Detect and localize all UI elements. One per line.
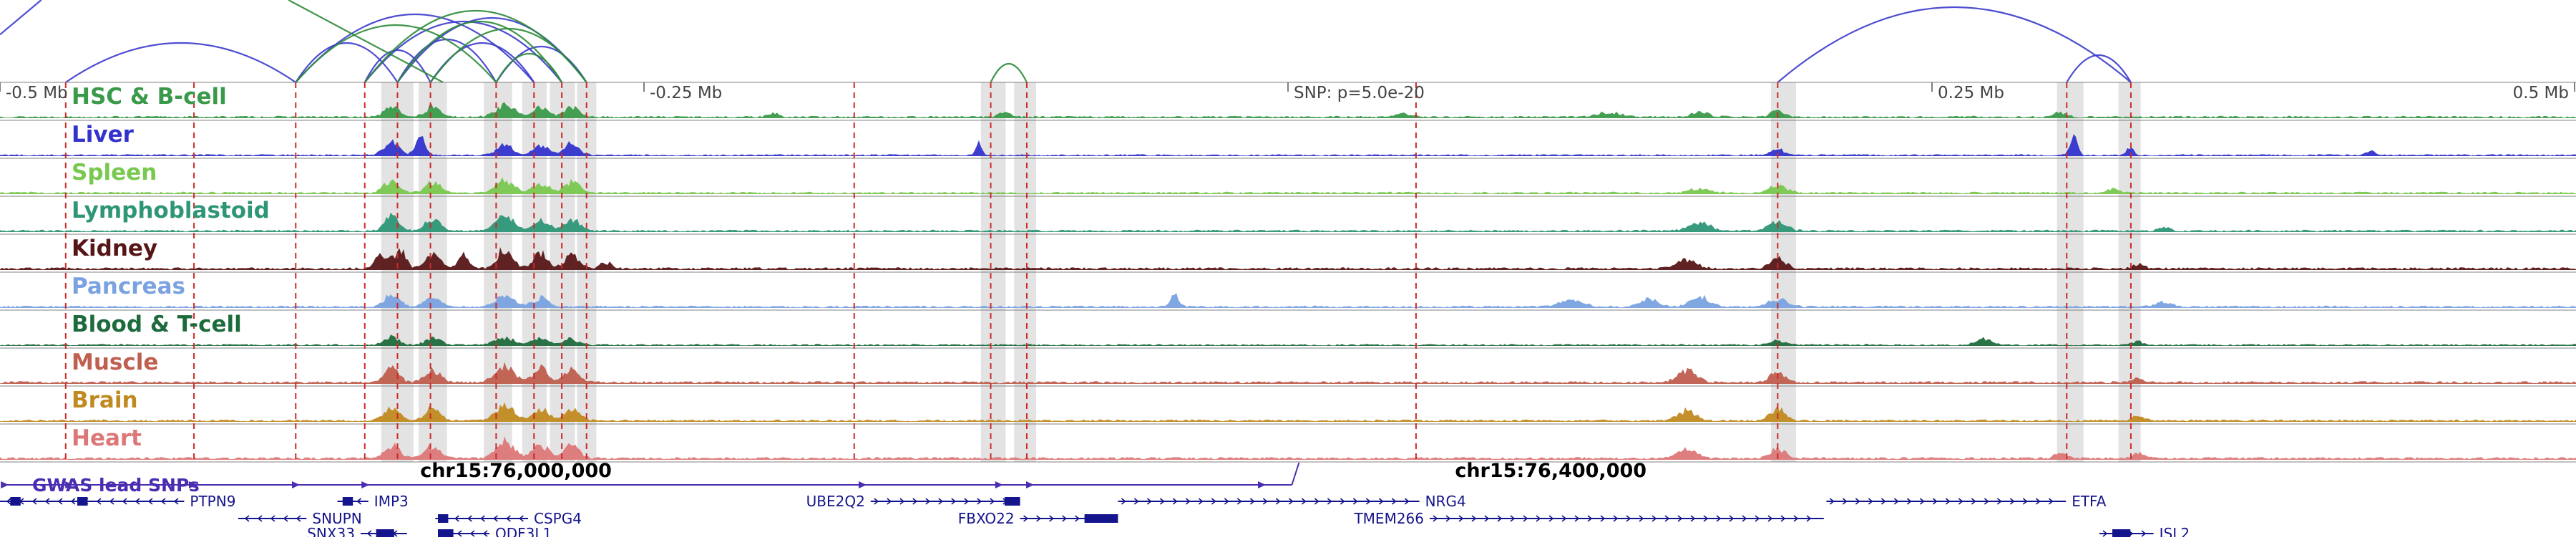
interaction-arc bbox=[2066, 54, 2132, 83]
coordinate-label: chr15:76,400,000 bbox=[1455, 460, 1646, 482]
interaction-arc-clipped bbox=[288, 0, 444, 83]
gene-strand-arrows-tmem266 bbox=[1433, 515, 1812, 522]
ruler-label: 0.5 Mb bbox=[2513, 84, 2569, 102]
gene-label-etfa: ETFA bbox=[2072, 493, 2107, 510]
gwas-snp-marker bbox=[859, 481, 867, 488]
interaction-arc bbox=[65, 42, 296, 83]
track-label-muscle: Muscle bbox=[72, 349, 158, 375]
gene-strand-arrows-etfa bbox=[1829, 498, 2054, 505]
gene-exon-ptpn9 bbox=[77, 497, 88, 506]
ruler-label: SNP: p=5.0e-20 bbox=[1294, 84, 1425, 102]
gene-strand-arrows-fbxo22 bbox=[1023, 515, 1106, 522]
gene-exon-odf3l1 bbox=[438, 529, 454, 538]
gene-strand-arrows-nrg4 bbox=[1121, 498, 1410, 505]
gene-exon-cspg4 bbox=[438, 514, 449, 523]
gwas-snp-riser bbox=[1291, 462, 1300, 486]
gwas-lead-snps-label: GWAS lead SNPs bbox=[32, 475, 200, 496]
signal-track-heart bbox=[0, 436, 2576, 460]
gene-label-isl2: ISL2 bbox=[2160, 525, 2190, 537]
track-label-kidney: Kidney bbox=[72, 236, 157, 261]
gwas-snp-marker bbox=[292, 481, 300, 488]
interaction-arc bbox=[295, 42, 399, 83]
track-label-blood-t-cell: Blood & T-cell bbox=[72, 312, 242, 337]
gene-exon-isl2 bbox=[2112, 529, 2131, 538]
signal-track-brain bbox=[0, 402, 2576, 422]
signal-track-pancreas bbox=[0, 293, 2576, 308]
gwas-snp-marker bbox=[65, 481, 74, 488]
track-label-liver: Liver bbox=[72, 122, 135, 148]
gene-strand-arrows-ube2q2 bbox=[874, 498, 1008, 505]
gwas-snp-marker bbox=[361, 481, 370, 488]
gwas-snp-marker bbox=[995, 481, 1003, 488]
track-label-pancreas: Pancreas bbox=[72, 274, 185, 299]
track-label-hsc-b-cell: HSC & B-cell bbox=[72, 84, 227, 110]
gwas-snp-marker bbox=[1, 481, 9, 488]
interaction-arc bbox=[990, 62, 1028, 83]
interaction-arc bbox=[295, 24, 497, 83]
gene-exon-ptpn9 bbox=[10, 497, 21, 506]
ruler-label: 0.25 Mb bbox=[1938, 84, 2004, 102]
gene-label-imp3: IMP3 bbox=[374, 493, 409, 510]
gwas-snp-marker bbox=[1026, 481, 1034, 488]
gwas-snp-marker bbox=[1258, 481, 1266, 488]
ruler-label: -0.5 Mb bbox=[6, 84, 68, 102]
interaction-arc bbox=[495, 53, 563, 83]
gwas-snp-marker bbox=[189, 481, 197, 488]
track-label-heart: Heart bbox=[72, 425, 142, 451]
signal-track-hsc-b-cell bbox=[0, 102, 2576, 118]
coordinate-label: chr15:76,000,000 bbox=[420, 460, 612, 482]
gene-label-nrg4: NRG4 bbox=[1425, 493, 1466, 510]
interaction-arc bbox=[429, 27, 587, 83]
interaction-arc-clipped bbox=[0, 0, 42, 36]
track-label-lymphoblastoid: Lymphoblastoid bbox=[72, 198, 270, 223]
gene-label-ptpn9: PTPN9 bbox=[190, 493, 235, 510]
track-label-spleen: Spleen bbox=[72, 160, 157, 185]
gene-label-snx33: SNX33 bbox=[307, 525, 355, 537]
gene-label-tmem266: TMEM266 bbox=[1353, 510, 1424, 527]
gene-strand-arrows-snupn bbox=[244, 515, 301, 522]
gene-exon-snx33 bbox=[376, 529, 394, 538]
signal-track-kidney bbox=[0, 247, 2576, 270]
gene-exon-imp3 bbox=[342, 497, 353, 506]
gene-label-cspg4: CSPG4 bbox=[534, 510, 582, 527]
gene-label-fbxo22: FBXO22 bbox=[958, 510, 1015, 527]
interaction-arc bbox=[364, 49, 431, 83]
gene-label-ube2q2: UBE2Q2 bbox=[806, 493, 865, 510]
gene-exon-ube2q2 bbox=[1005, 497, 1020, 506]
interaction-arc bbox=[396, 21, 563, 83]
ruler-label: -0.25 Mb bbox=[650, 84, 722, 102]
gene-label-snupn: SNUPN bbox=[312, 510, 361, 527]
gene-label-odf3l1: ODF3L1 bbox=[495, 525, 552, 537]
gene-exon-fbxo22 bbox=[1084, 514, 1118, 523]
interaction-arc bbox=[1777, 6, 2132, 83]
track-label-brain: Brain bbox=[72, 387, 138, 413]
